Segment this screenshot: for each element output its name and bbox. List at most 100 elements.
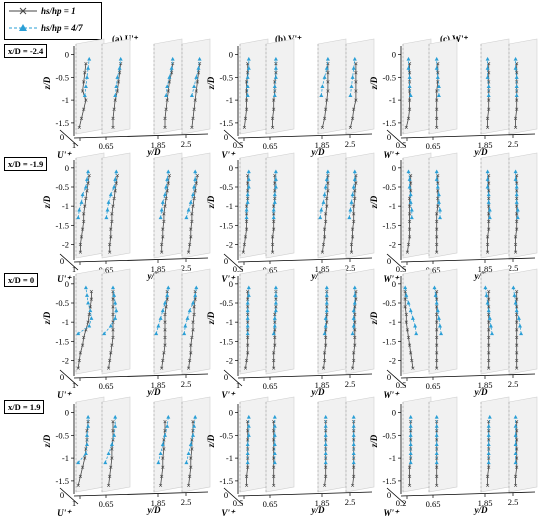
triangle-marker [194,285,199,290]
cross-stroke [244,80,249,84]
triangle-marker [351,66,356,70]
triangle-marker [112,433,117,437]
cross-marker [326,181,330,185]
cross-stroke [487,227,491,231]
cross-stroke [109,235,113,239]
triangle-marker [318,215,323,220]
cross-marker [189,343,193,347]
cross-stroke [435,212,439,216]
cross-stroke [77,358,81,363]
cross-stroke [86,420,90,424]
cross-marker [352,204,356,208]
cross-stroke [272,219,276,224]
triangle-marker [410,316,415,320]
cross-marker [186,250,191,254]
cross-stroke [111,429,115,433]
cross-stroke [272,447,276,451]
triangle-marker [352,285,357,290]
cross-marker [246,196,250,201]
cross-marker [272,98,276,102]
cross-stroke [515,204,519,208]
cross-marker [515,196,519,201]
triangle-marker [319,207,324,212]
station-plane [428,396,458,493]
cross-stroke [273,80,277,84]
station-plane [345,268,375,375]
cross-stroke [161,235,165,239]
cross-marker [322,483,327,488]
y-tick-label: 1.85 [315,140,330,150]
cross-marker [110,456,114,460]
cross-marker [84,62,88,66]
cross-marker-icon [9,7,37,15]
cross-stroke [515,429,519,433]
cross-marker [186,483,191,488]
value-tick-label: 0 [387,372,391,382]
value-axis [223,129,243,147]
cross-marker [77,358,81,363]
cross-marker [274,71,278,75]
triangle-marker [487,316,492,320]
z-tick-label: -0.5 [56,430,69,440]
cross-marker [403,289,407,294]
cross-marker [485,116,490,120]
cross-stroke [163,328,167,332]
cross-stroke [326,181,330,185]
y-axis [237,257,373,263]
cross-marker [350,227,355,231]
cross-marker [77,125,81,130]
triangle-marker [163,433,167,437]
cross-stroke [435,125,439,130]
cross-marker [487,429,491,433]
cross-stroke [435,320,439,324]
station-plane [508,396,538,493]
cross-stroke [325,320,329,324]
triangle-marker [272,424,277,428]
triangle-marker [272,414,277,419]
triangle-marker [513,169,518,174]
cross-stroke [87,173,91,178]
station-plane [402,396,432,493]
cross-stroke [435,429,439,433]
cross-stroke [246,335,250,340]
cross-stroke [115,89,120,93]
triangle-marker [324,308,329,313]
y-tick-label: 0.65 [99,141,114,151]
triangle-marker [111,285,115,290]
cross-marker [76,366,80,370]
cross-stroke [354,98,358,102]
value-axis-label: V'⁺ [221,274,236,284]
cross-stroke [246,181,250,185]
cross-stroke [190,447,194,451]
cross-stroke [322,235,327,239]
value-tick-label: 0 [387,256,391,266]
cross-marker [114,181,118,185]
cross-stroke [191,204,195,208]
z-tick-label: -1.5 [56,220,69,230]
cross-stroke [111,125,115,130]
triangle-marker [108,323,113,328]
y-tick-label: 1.85 [478,380,493,390]
z-tick-label: 0 [65,408,69,418]
triangle-marker [486,451,491,456]
triangle-marker [245,331,250,336]
cross-stroke [273,335,277,340]
triangle-marker [113,177,118,181]
triangle-marker [166,169,171,174]
cross-marker [322,116,327,120]
cross-stroke [112,196,116,201]
cross-stroke [246,196,250,201]
triangle-marker [483,285,488,290]
y-axis [73,257,209,263]
cross-stroke [273,320,277,324]
cross-marker [487,189,491,193]
cross-marker [246,465,250,469]
z-tick-label: -2 [389,240,396,250]
z-tick-label: -1 [62,453,69,463]
triangle-marker [86,169,91,174]
cross-stroke [85,429,89,433]
cross-marker [325,204,329,208]
cross-marker [79,235,84,239]
triangle-marker [323,414,328,419]
cross-stroke [487,289,491,294]
